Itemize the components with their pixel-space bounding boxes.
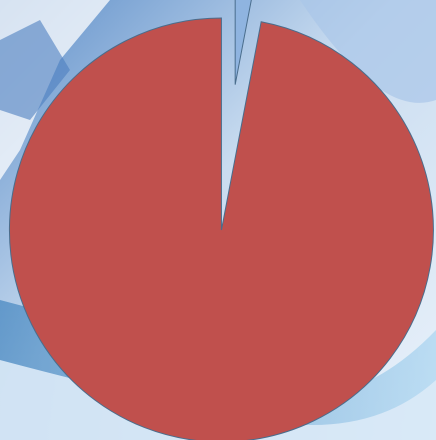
page: (() => { const data = JSON.parse(documen… xyxy=(0,0,436,440)
chart xyxy=(0,0,436,440)
pie-slice xyxy=(9,18,433,440)
